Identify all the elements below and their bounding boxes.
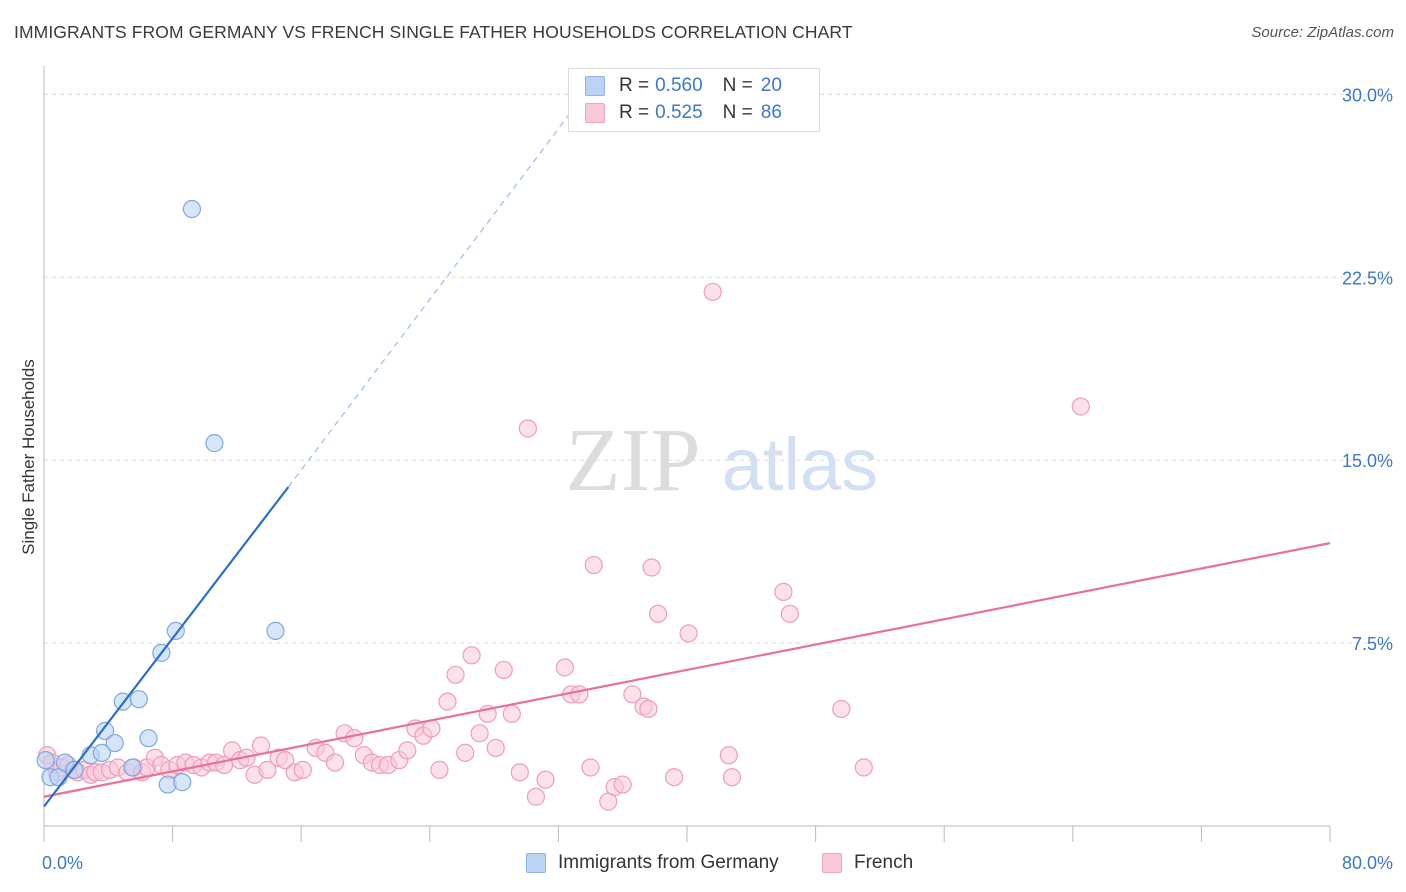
watermark-atlas: atlas — [722, 423, 878, 506]
watermark: ZIP atlas — [566, 411, 879, 510]
legend-n-value: 86 — [760, 102, 782, 123]
point-germany — [95, 721, 115, 740]
legend-swatch-french — [585, 103, 605, 123]
point-germany — [173, 773, 192, 792]
point-french — [642, 558, 661, 577]
point-french — [456, 743, 475, 762]
point-french — [398, 741, 417, 760]
point-french — [325, 753, 345, 772]
legend-row-french: R = 0.525 N = 86 — [585, 101, 782, 125]
grid-lines — [44, 93, 1394, 644]
point-french — [665, 768, 684, 787]
point-germany — [182, 199, 201, 219]
legend-swatch-germany — [585, 76, 605, 96]
point-french — [470, 724, 489, 743]
axes — [43, 66, 1331, 842]
legend-n-label: N = — [722, 102, 753, 123]
point-french — [613, 775, 632, 794]
chart-source: Source: ZipAtlas.com — [1251, 24, 1394, 41]
watermark-zip: ZIP — [566, 411, 701, 510]
legend-n-label: N = — [722, 75, 753, 96]
point-french — [719, 746, 738, 765]
y-tick-label: 7.5% — [1352, 634, 1393, 654]
point-germany — [139, 729, 158, 748]
point-french — [518, 419, 537, 438]
point-germany — [123, 758, 142, 777]
point-french — [648, 604, 668, 623]
source-name: ZipAtlas.com — [1307, 24, 1394, 41]
series-swatch-french — [822, 853, 842, 873]
point-french — [430, 760, 449, 780]
point-french — [502, 704, 521, 723]
point-french — [780, 604, 799, 623]
point-french — [486, 738, 505, 758]
point-french — [584, 555, 603, 575]
x-tick-label-max: 80.0% — [1342, 853, 1393, 873]
point-french — [258, 760, 277, 780]
point-germany — [166, 621, 185, 641]
point-germany — [266, 621, 285, 641]
series-legend-french: French — [822, 852, 913, 874]
point-french — [722, 768, 742, 787]
point-french — [345, 729, 364, 748]
legend-n-value: 20 — [760, 75, 782, 96]
point-germany — [36, 751, 55, 770]
point-french — [703, 282, 722, 302]
point-french — [494, 660, 513, 680]
point-french — [438, 692, 457, 711]
x-tick-label-min: 0.0% — [42, 853, 83, 873]
series-legend: Immigrants from Germany French — [0, 852, 1406, 878]
y-tick-label: 30.0% — [1342, 85, 1393, 105]
y-tick-label: 15.0% — [1342, 451, 1393, 471]
y-tick-label: 22.5% — [1342, 268, 1393, 288]
trend-line-germany — [43, 486, 290, 808]
legend-r-label: R = — [619, 102, 650, 123]
point-french — [510, 763, 529, 782]
point-french — [462, 646, 481, 665]
series-label-germany: Immigrants from Germany — [558, 852, 779, 873]
point-french — [570, 685, 589, 704]
point-french — [555, 658, 574, 677]
point-french — [581, 758, 600, 777]
chart-title: IMMIGRANTS FROM GERMANY VS FRENCH SINGLE… — [14, 22, 853, 42]
point-french — [854, 758, 873, 777]
source-prefix: Source: — [1251, 24, 1308, 41]
legend-r-label: R = — [619, 75, 650, 96]
series-swatch-germany — [526, 853, 546, 873]
point-germany — [205, 434, 224, 453]
point-french — [446, 665, 465, 684]
point-french — [639, 699, 658, 719]
point-french — [1071, 397, 1090, 416]
point-french — [293, 760, 312, 780]
point-germany — [92, 743, 111, 762]
point-french — [251, 736, 271, 755]
point-french — [832, 699, 851, 719]
trend-line-germany-extension — [287, 96, 583, 488]
legend: R = 0.560 N = 20 R = 0.525 N = 86 — [568, 68, 820, 132]
data-points — [36, 199, 1331, 811]
point-french — [623, 685, 642, 704]
point-french — [276, 751, 295, 770]
point-germany — [105, 733, 124, 753]
legend-r-value: 0.560 — [655, 75, 703, 96]
point-french — [679, 624, 698, 643]
series-legend-germany: Immigrants from Germany — [526, 852, 779, 874]
trend-line-french — [43, 542, 1331, 798]
point-french — [774, 582, 793, 601]
tick-labels: 7.5% 15.0% 22.5% 30.0% 0.0% 80.0% — [42, 85, 1393, 873]
trend-lines — [287, 96, 583, 488]
point-french — [526, 787, 545, 806]
series-label-french: French — [854, 852, 914, 873]
point-french — [536, 770, 555, 789]
y-axis-label: Single Father Households — [19, 359, 38, 555]
legend-r-value: 0.525 — [655, 102, 703, 123]
point-germany — [129, 690, 148, 709]
point-germany — [65, 760, 84, 780]
legend-row-germany: R = 0.560 N = 20 — [585, 74, 782, 98]
